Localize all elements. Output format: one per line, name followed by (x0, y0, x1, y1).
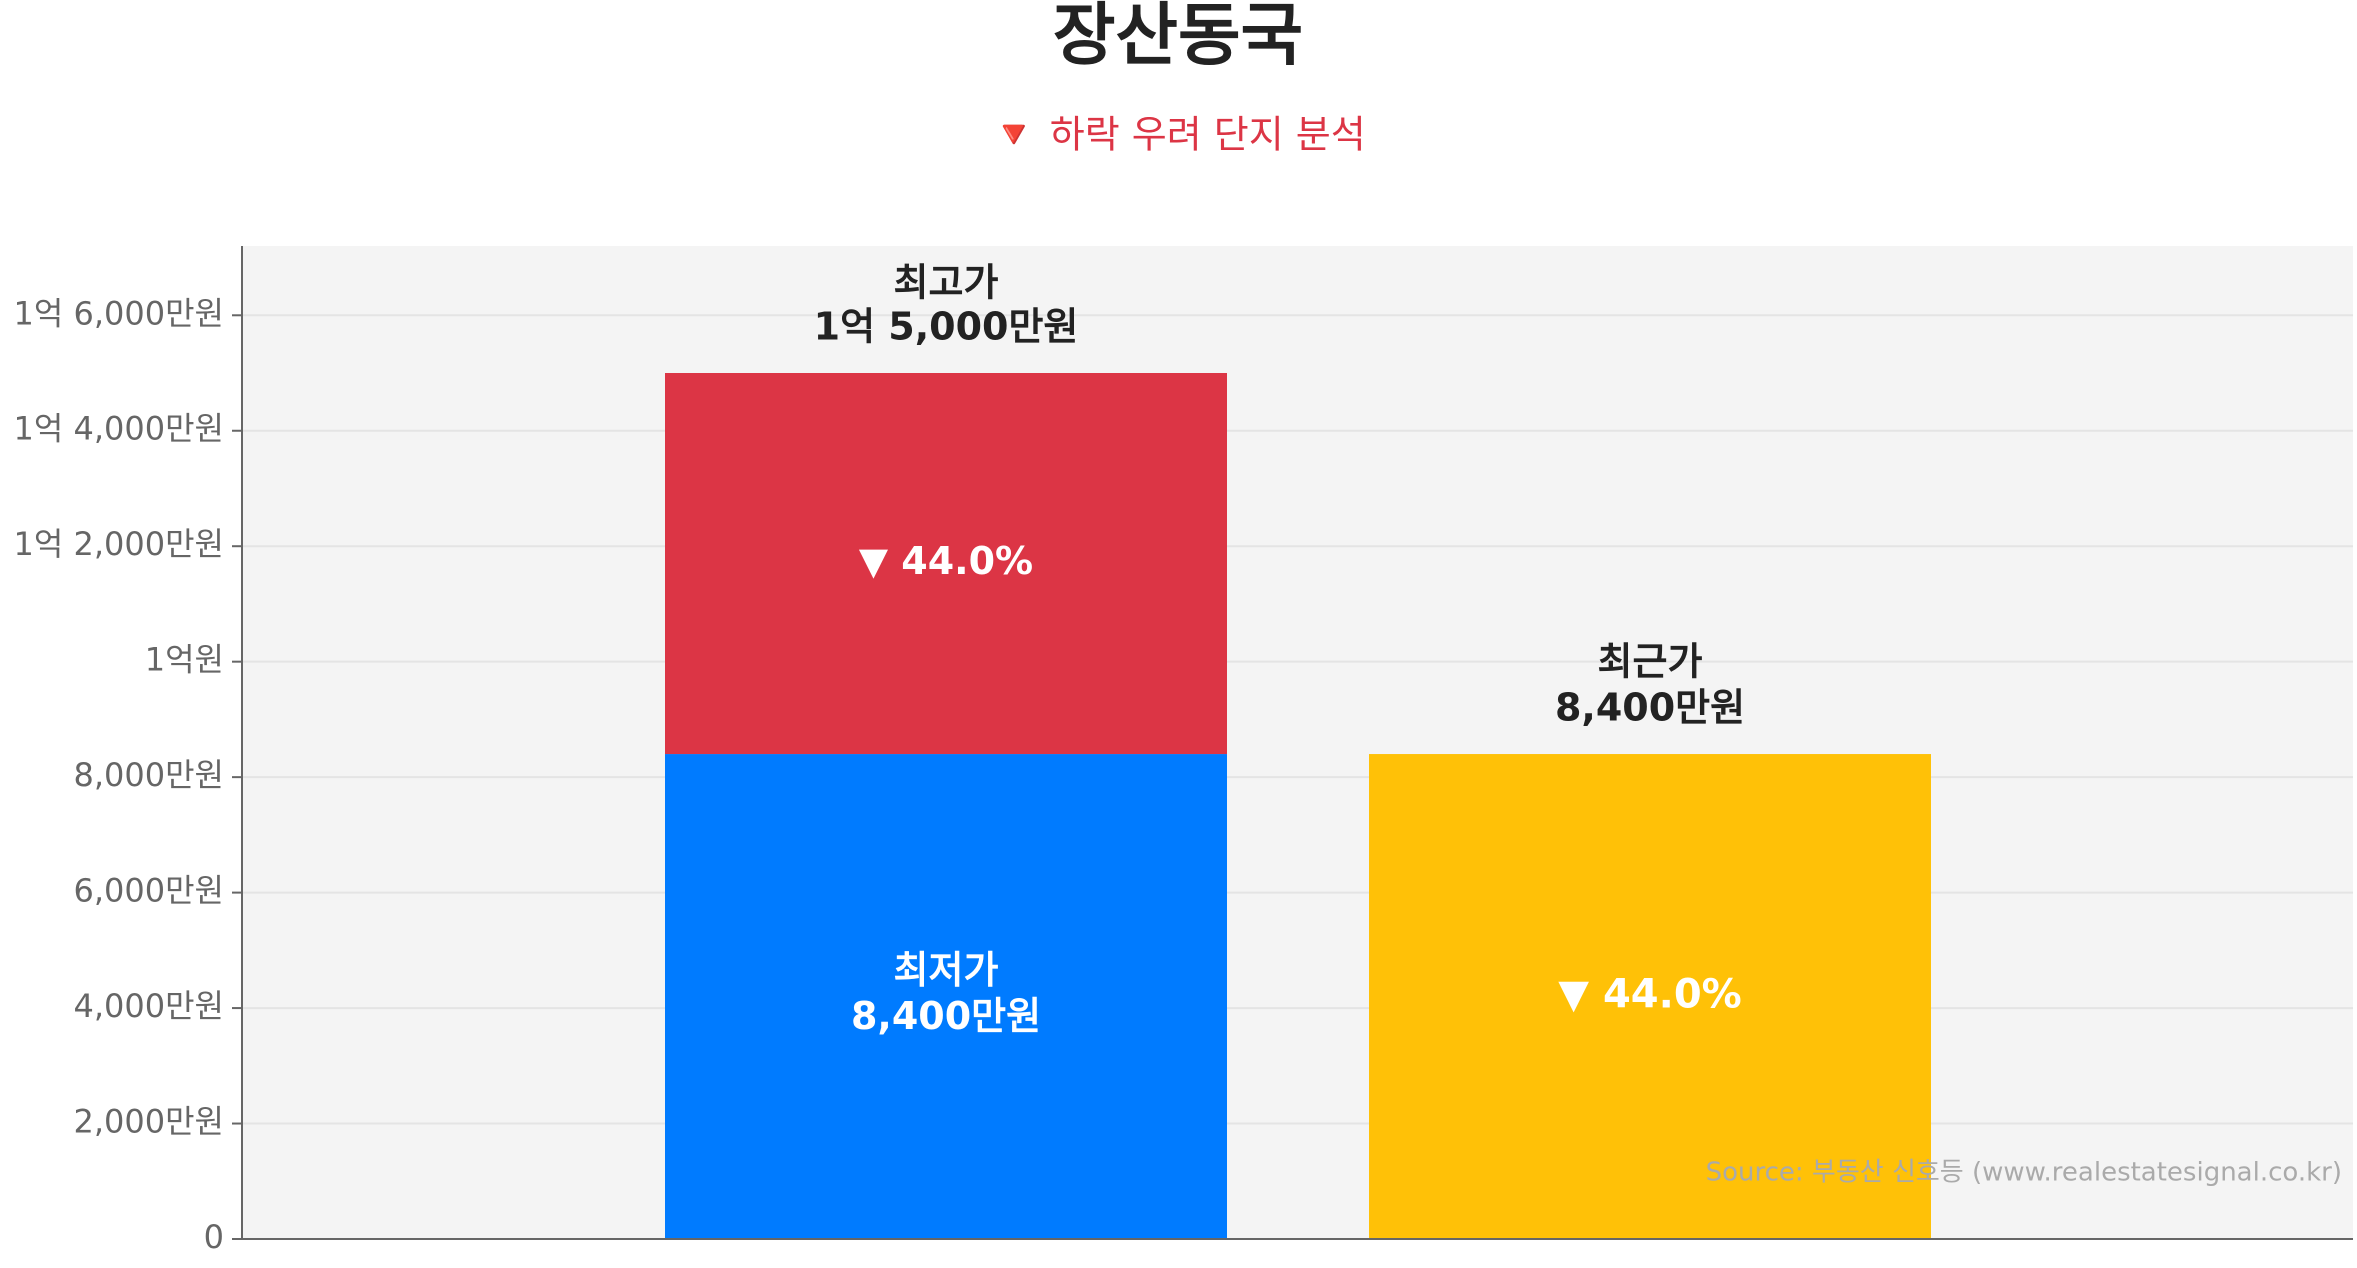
y-tick-label: 8,000만원 (74, 756, 225, 794)
y-tick-label: 1억원 (145, 641, 224, 679)
y-tick-label: 4,000만원 (74, 987, 225, 1025)
y-tick-label: 0 (204, 1218, 224, 1256)
peak-name: 최고가 (894, 261, 999, 305)
bar (1369, 754, 1931, 1239)
chart-title: 장산동국 (1053, 0, 1303, 76)
plot-background (242, 246, 2353, 1239)
bar (665, 373, 1227, 755)
peak-label: 1억 5,000만원 (814, 305, 1079, 349)
data-label: 8,400만원 (1555, 686, 1745, 730)
data-label: 8,400만원 (851, 994, 1041, 1038)
series-name: 최근가 (1598, 640, 1703, 684)
drop-label: ▼ 44.0% (859, 539, 1033, 583)
source: Source: 부동산 신호등 (www.realestatesignal.co… (1706, 1158, 2342, 1188)
y-tick-label: 1억 4,000만원 (14, 410, 224, 448)
bar (665, 754, 1227, 1239)
y-tick-label: 2,000만원 (74, 1103, 225, 1141)
y-tick-label: 6,000만원 (74, 872, 225, 910)
drop-label: ▼ 44.0% (1558, 972, 1741, 1018)
series-name: 최저가 (894, 948, 999, 992)
y-tick-label: 1억 6,000만원 (14, 294, 224, 332)
chart-subtitle: 🔻 하락 우려 단지 분석 (990, 113, 1365, 157)
y-tick-label: 1억 2,000만원 (14, 525, 224, 563)
